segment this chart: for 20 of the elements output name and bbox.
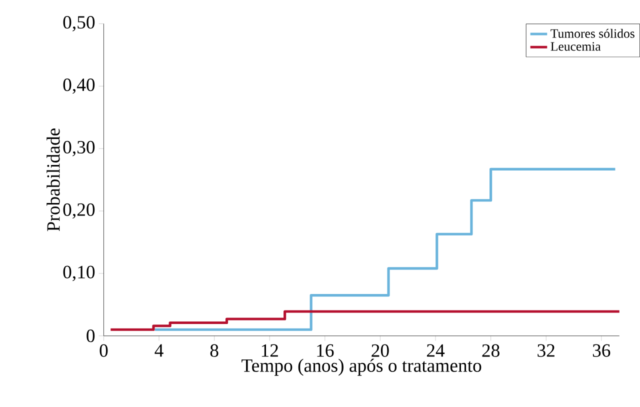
legend-label: Tumores sólidos [550,28,634,38]
y-tick-label: 0 [86,330,95,342]
y-tick-label: 0,40 [63,78,95,94]
x-tick-label: 16 [317,344,334,357]
y-tick-label: 0,30 [63,140,95,156]
x-axis-title: Tempo (anos) após o tratamento [242,358,482,376]
y-tick-label: 0,20 [63,203,95,219]
y-tick-label: 0,50 [63,16,95,32]
x-tick-label: 12 [262,344,278,357]
y-axis-title: Probabilidade [46,128,60,232]
legend-label: Leucemia [550,42,601,51]
x-tick-label: 4 [154,344,164,357]
x-tick-label: 36 [592,344,610,357]
x-tick-label: 0 [100,344,108,357]
y-tick-label: 0,10 [63,266,95,282]
x-tick-label: 20 [372,344,389,357]
x-tick-label: 24 [426,344,445,357]
x-tick-label: 32 [538,344,554,357]
x-tick-label: 28 [482,344,500,357]
x-tick-label: 8 [210,344,218,357]
